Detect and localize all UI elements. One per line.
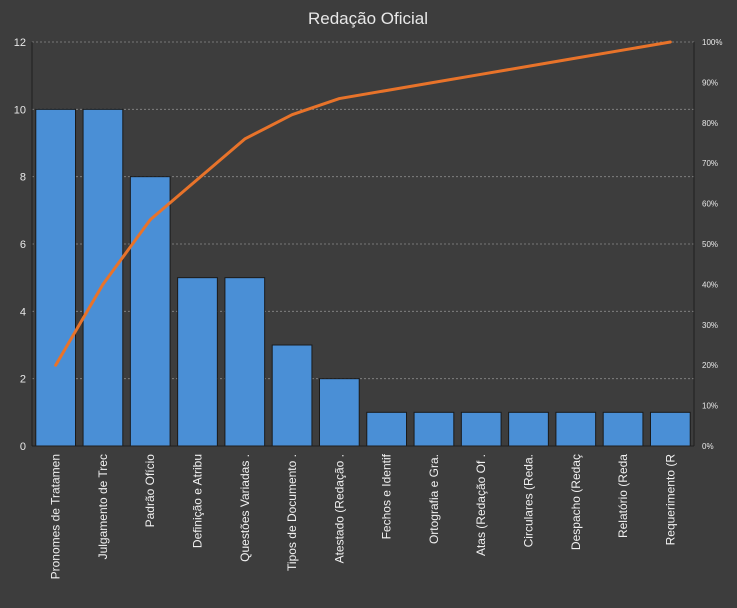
bar bbox=[129, 176, 171, 447]
x-tick-label: Atestado (Redação . bbox=[332, 454, 346, 563]
x-tick-label: Fechos e Identif bbox=[380, 453, 394, 539]
x-tick-label: Tipos de Documento . bbox=[285, 454, 299, 571]
x-tick-label: Atas (Redação Of . bbox=[474, 454, 488, 556]
bar bbox=[318, 378, 360, 447]
bar bbox=[177, 277, 218, 447]
bar bbox=[649, 411, 691, 447]
y2-tick-label: 100% bbox=[702, 38, 722, 47]
bar bbox=[82, 108, 124, 447]
bar bbox=[508, 411, 549, 447]
y-axis-ticks: 0 2 4 6 8 10 12 bbox=[14, 37, 26, 453]
y2-tick-label: 0% bbox=[702, 442, 714, 451]
y2-tick-label: 60% bbox=[702, 200, 718, 209]
x-tick-label: Padrão Ofício bbox=[143, 454, 157, 528]
x-tick-label: Definição e Atribu bbox=[191, 454, 205, 548]
y2-tick-label: 30% bbox=[702, 321, 718, 330]
x-tick-label: Requerimento (R bbox=[663, 454, 677, 546]
y-tick-label: 6 bbox=[20, 239, 26, 251]
y2-tick-label: 70% bbox=[702, 159, 718, 168]
x-tick-label: Julgamento de Trec bbox=[96, 454, 110, 559]
cumulative-line bbox=[54, 40, 672, 367]
x-tick-label: Circulares (Reda. bbox=[522, 454, 536, 547]
bar bbox=[602, 411, 644, 447]
y2-axis-ticks: 0% 10% 20% 30% 40% 50% 60% 70% 80% 90% 100% bbox=[702, 38, 722, 451]
bars bbox=[35, 108, 691, 447]
bar bbox=[224, 277, 266, 447]
bar bbox=[555, 411, 597, 447]
x-tick-label: Pronomes de Tratamen bbox=[49, 454, 63, 579]
bar bbox=[35, 108, 77, 447]
y-tick-label: 12 bbox=[14, 37, 26, 49]
y-tick-label: 8 bbox=[20, 172, 26, 184]
bar bbox=[271, 344, 313, 447]
y-tick-label: 2 bbox=[20, 374, 26, 386]
axes bbox=[31, 42, 695, 447]
y2-tick-label: 90% bbox=[702, 78, 718, 87]
x-tick-label: Questões Variadas . bbox=[238, 454, 252, 562]
y2-tick-label: 40% bbox=[702, 280, 718, 289]
bar bbox=[460, 411, 502, 447]
x-tick-label: Despacho (Redaç bbox=[569, 454, 583, 550]
y-tick-label: 4 bbox=[20, 306, 26, 318]
cumulative-percent-line bbox=[54, 40, 672, 367]
y2-tick-label: 20% bbox=[702, 361, 718, 370]
bar bbox=[413, 411, 455, 447]
y-tick-label: 0 bbox=[20, 441, 26, 453]
x-tick-label: Ortografia e Gra. bbox=[427, 454, 441, 544]
y2-tick-label: 10% bbox=[702, 402, 718, 411]
x-tick-label: Relatório (Reda bbox=[616, 454, 630, 538]
x-axis-ticks: Pronomes de Tratamen Julgamento de Trec Pa… bbox=[49, 453, 678, 579]
bar bbox=[366, 411, 408, 447]
y2-tick-label: 80% bbox=[702, 119, 718, 128]
chart-title: Redação Oficial bbox=[308, 9, 428, 28]
y-tick-label: 10 bbox=[14, 104, 26, 116]
y2-tick-label: 50% bbox=[702, 240, 718, 249]
